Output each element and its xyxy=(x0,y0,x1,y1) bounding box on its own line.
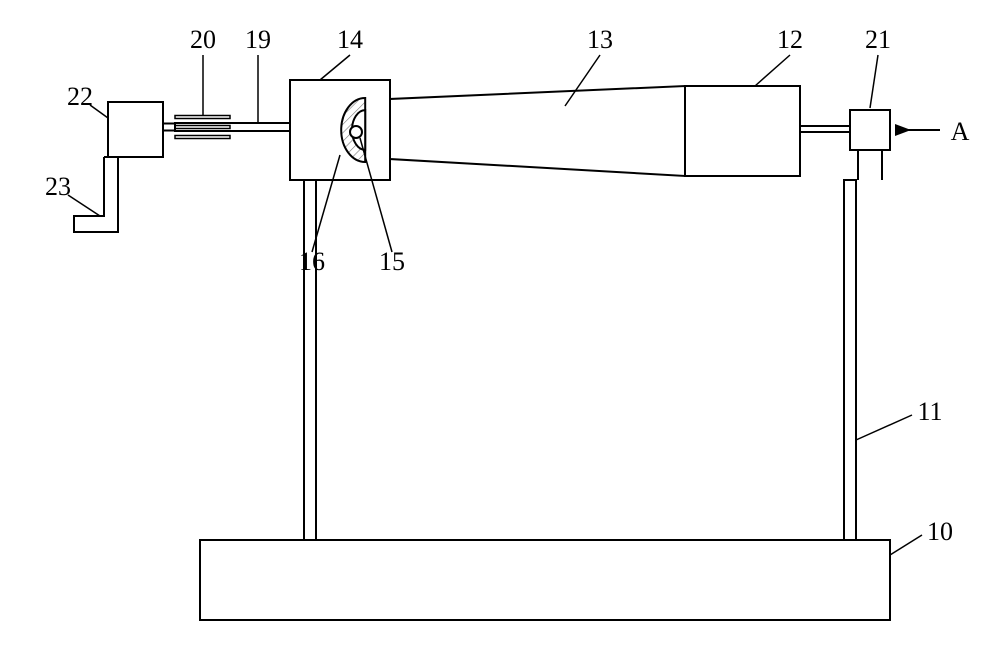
leader-14 xyxy=(320,55,350,80)
label-11: 11 xyxy=(917,397,942,426)
label-23: 23 xyxy=(45,172,71,201)
leader-15 xyxy=(360,138,392,252)
label-12: 12 xyxy=(777,25,803,54)
label-15: 15 xyxy=(379,247,405,276)
pin xyxy=(350,126,362,138)
leader-10 xyxy=(890,535,922,555)
handle-box xyxy=(108,102,163,157)
crank-arm xyxy=(74,157,118,232)
label-21: 21 xyxy=(865,25,891,54)
tooth-1 xyxy=(175,126,230,129)
label-20: 20 xyxy=(190,25,216,54)
post-left xyxy=(304,180,316,540)
cone xyxy=(390,86,685,176)
label-22: 22 xyxy=(67,82,93,111)
housing xyxy=(290,80,390,180)
leader-11 xyxy=(856,415,912,440)
leader-12 xyxy=(755,55,790,86)
label-14: 14 xyxy=(337,25,363,54)
leader-13 xyxy=(565,55,600,106)
stub xyxy=(163,124,175,131)
leader-23 xyxy=(68,195,100,216)
label-13: 13 xyxy=(587,25,613,54)
axle-right xyxy=(800,126,850,132)
barrel xyxy=(685,86,800,176)
tooth-2 xyxy=(175,136,230,139)
label-10: 10 xyxy=(927,517,953,546)
technical-diagram: A 20 19 14 13 12 21 22 23 16 15 11 10 xyxy=(0,0,1000,650)
label-16: 16 xyxy=(299,247,325,276)
hub-right xyxy=(850,110,890,150)
leader-21 xyxy=(870,55,878,108)
base-plate xyxy=(200,540,890,620)
view-label-A: A xyxy=(951,117,970,146)
post-right xyxy=(844,180,856,540)
label-19: 19 xyxy=(245,25,271,54)
